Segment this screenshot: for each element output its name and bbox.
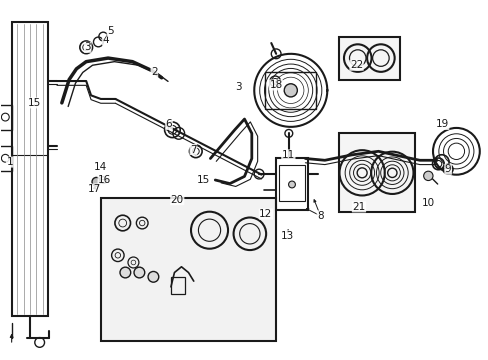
Text: 10: 10: [421, 198, 434, 208]
Text: 15: 15: [196, 175, 209, 185]
Circle shape: [92, 177, 101, 186]
Text: 14: 14: [94, 162, 107, 172]
Text: 21: 21: [352, 202, 365, 212]
Text: 20: 20: [170, 195, 183, 205]
Text: 12: 12: [259, 209, 272, 219]
Text: 16: 16: [98, 175, 111, 185]
Text: 18: 18: [269, 80, 282, 90]
Text: 19: 19: [435, 120, 448, 129]
Bar: [101, 198, 276, 341]
Text: 15: 15: [27, 98, 41, 108]
Bar: [339, 37, 400, 80]
Text: 5: 5: [107, 26, 114, 36]
Circle shape: [148, 271, 159, 282]
Circle shape: [120, 267, 130, 278]
Text: 22: 22: [349, 60, 363, 70]
Text: 4: 4: [102, 35, 109, 45]
Bar: [171, 277, 184, 294]
Text: 6: 6: [165, 120, 172, 129]
Text: 8: 8: [317, 211, 323, 221]
Text: 13: 13: [281, 231, 294, 240]
Bar: [0, 146, 12, 171]
Circle shape: [284, 84, 297, 97]
Text: 17: 17: [88, 184, 101, 194]
Bar: [279, 165, 304, 201]
Text: 3: 3: [84, 42, 91, 52]
Text: 7: 7: [190, 144, 196, 154]
Bar: [264, 72, 316, 109]
Circle shape: [423, 171, 432, 180]
Circle shape: [134, 267, 144, 278]
Text: 11: 11: [281, 150, 294, 160]
Text: 9: 9: [444, 164, 450, 174]
Bar: [12, 22, 48, 316]
Text: 2: 2: [151, 67, 157, 77]
Bar: [0, 104, 12, 130]
Bar: [100, 179, 107, 182]
Text: 1: 1: [6, 157, 13, 167]
Text: 3: 3: [235, 82, 242, 92]
Bar: [339, 134, 414, 212]
Circle shape: [288, 181, 295, 188]
Bar: [276, 158, 307, 211]
